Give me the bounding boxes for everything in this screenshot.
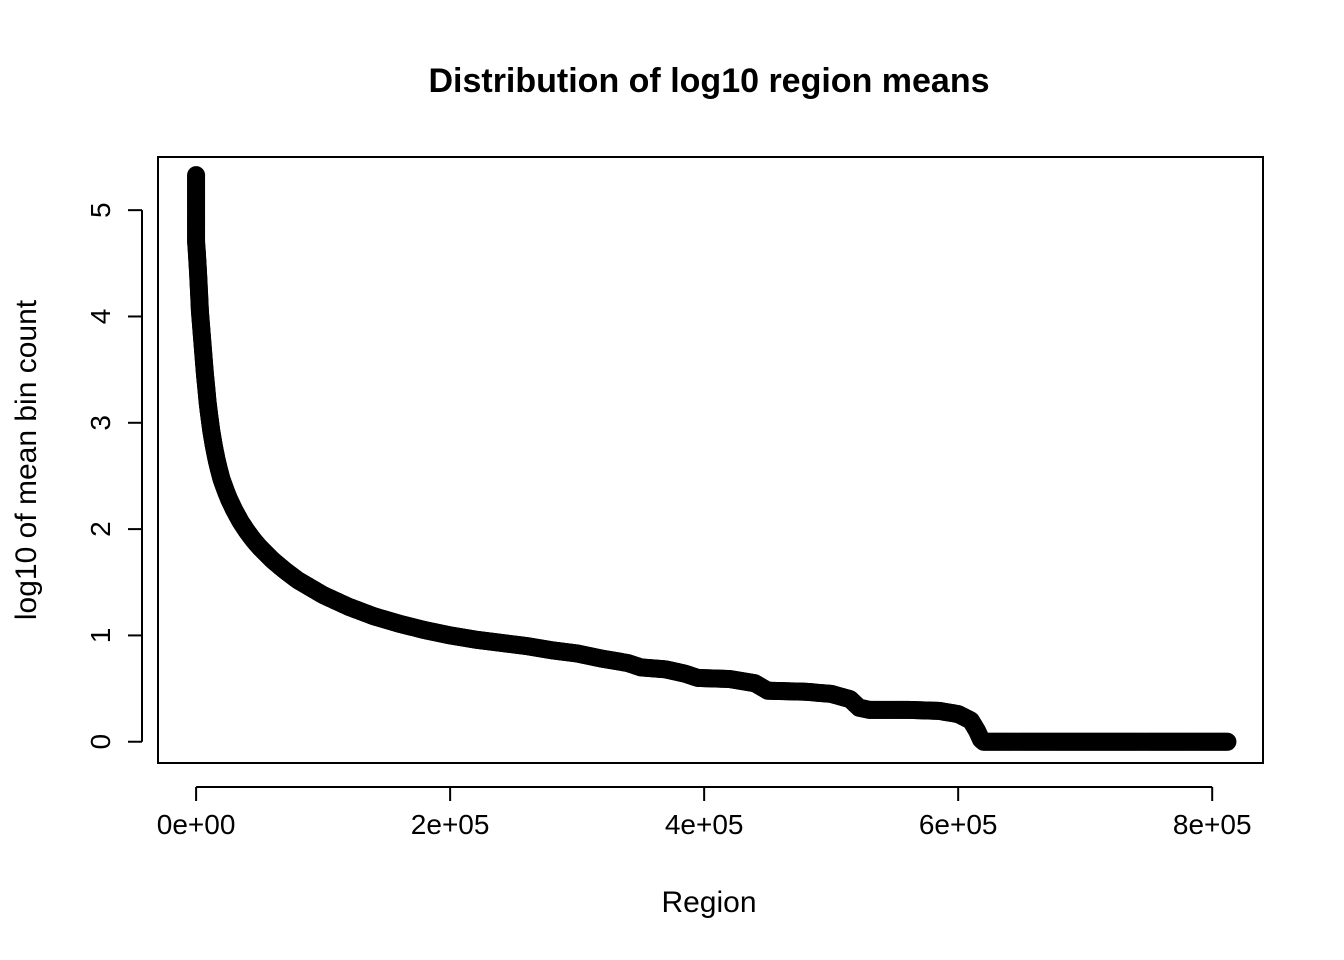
y-tick-label: 0 — [85, 734, 116, 750]
y-tick-label: 3 — [85, 415, 116, 431]
x-tick-label: 2e+05 — [411, 809, 490, 840]
x-axis-label: Region — [661, 886, 756, 919]
data-point — [1216, 732, 1235, 751]
y-tick-label: 1 — [85, 628, 116, 644]
chart-title: Distribution of log10 region means — [428, 62, 989, 100]
x-tick-label: 6e+05 — [919, 809, 998, 840]
x-tick-label: 8e+05 — [1173, 809, 1252, 840]
y-tick-label: 4 — [85, 309, 116, 325]
y-axis: 0 1 2 3 4 5 — [85, 202, 143, 750]
y-axis-label: log10 of mean bin count — [10, 299, 43, 620]
y-tick-label: 5 — [85, 202, 116, 218]
x-tick-label: 4e+05 — [665, 809, 744, 840]
y-tick-label: 2 — [85, 521, 116, 537]
plot-frame — [157, 156, 1264, 764]
data-points — [187, 166, 1237, 751]
x-axis: 0e+00 2e+05 4e+05 6e+05 8e+05 — [157, 786, 1252, 840]
x-tick-label: 0e+00 — [157, 809, 236, 840]
